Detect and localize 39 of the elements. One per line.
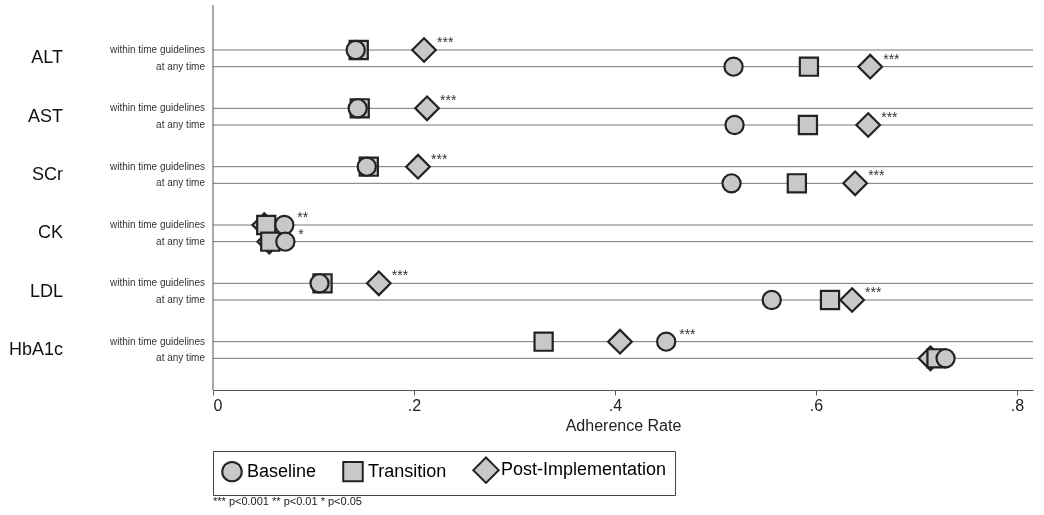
y-tick-label: at any time xyxy=(156,235,206,247)
text: HbA1c xyxy=(8,339,63,359)
text: CK xyxy=(37,222,63,243)
text: AST xyxy=(27,105,63,126)
x-tick-label: .4 xyxy=(608,396,623,414)
y-tick-label: within time guidelines xyxy=(108,277,205,289)
data-label: *** xyxy=(391,267,409,284)
text: ALT xyxy=(31,47,63,68)
y-tick-label: at any time xyxy=(156,119,206,130)
x-tick-label: .2 xyxy=(407,396,422,414)
y-tick-label: at any time xyxy=(156,177,206,189)
data-label: *** xyxy=(883,50,901,67)
y-tick-label: within time guidelines xyxy=(108,335,205,347)
y-tick-label: at any time xyxy=(156,294,206,305)
data-label: *** xyxy=(868,167,886,184)
data-label: *** xyxy=(440,92,457,109)
legend-label: Post-Implementation xyxy=(501,459,667,480)
text: LDL xyxy=(29,280,63,301)
y-tick-label: within time guidelines xyxy=(108,102,205,114)
x-tick-label: .6 xyxy=(809,396,824,414)
x-axis-title: Adherence Rate xyxy=(565,416,682,434)
data-label: *** xyxy=(437,34,454,50)
data-label: *** xyxy=(431,150,448,167)
x-tick-label: .8 xyxy=(1010,396,1025,414)
data-label: * xyxy=(298,225,305,242)
legend-label: Baseline xyxy=(247,460,317,481)
data-label: ** xyxy=(297,209,309,225)
y-tick-label: within time guidelines xyxy=(108,160,205,172)
data-label: *** xyxy=(881,109,899,125)
y-tick-label: within time guidelines xyxy=(108,219,205,230)
data-label: *** xyxy=(865,284,883,300)
data-label: *** xyxy=(679,325,697,342)
text: SCr xyxy=(32,164,63,184)
y-tick-label: within time guidelines xyxy=(108,44,205,55)
x-tick-label: 0 xyxy=(213,396,223,414)
legend-label: Transition xyxy=(368,460,447,481)
y-tick-label: at any time xyxy=(156,60,206,72)
y-tick-label: at any time xyxy=(156,352,206,364)
text: *** p<0.001 ** p<0.01 * p<0.05 xyxy=(213,495,362,507)
